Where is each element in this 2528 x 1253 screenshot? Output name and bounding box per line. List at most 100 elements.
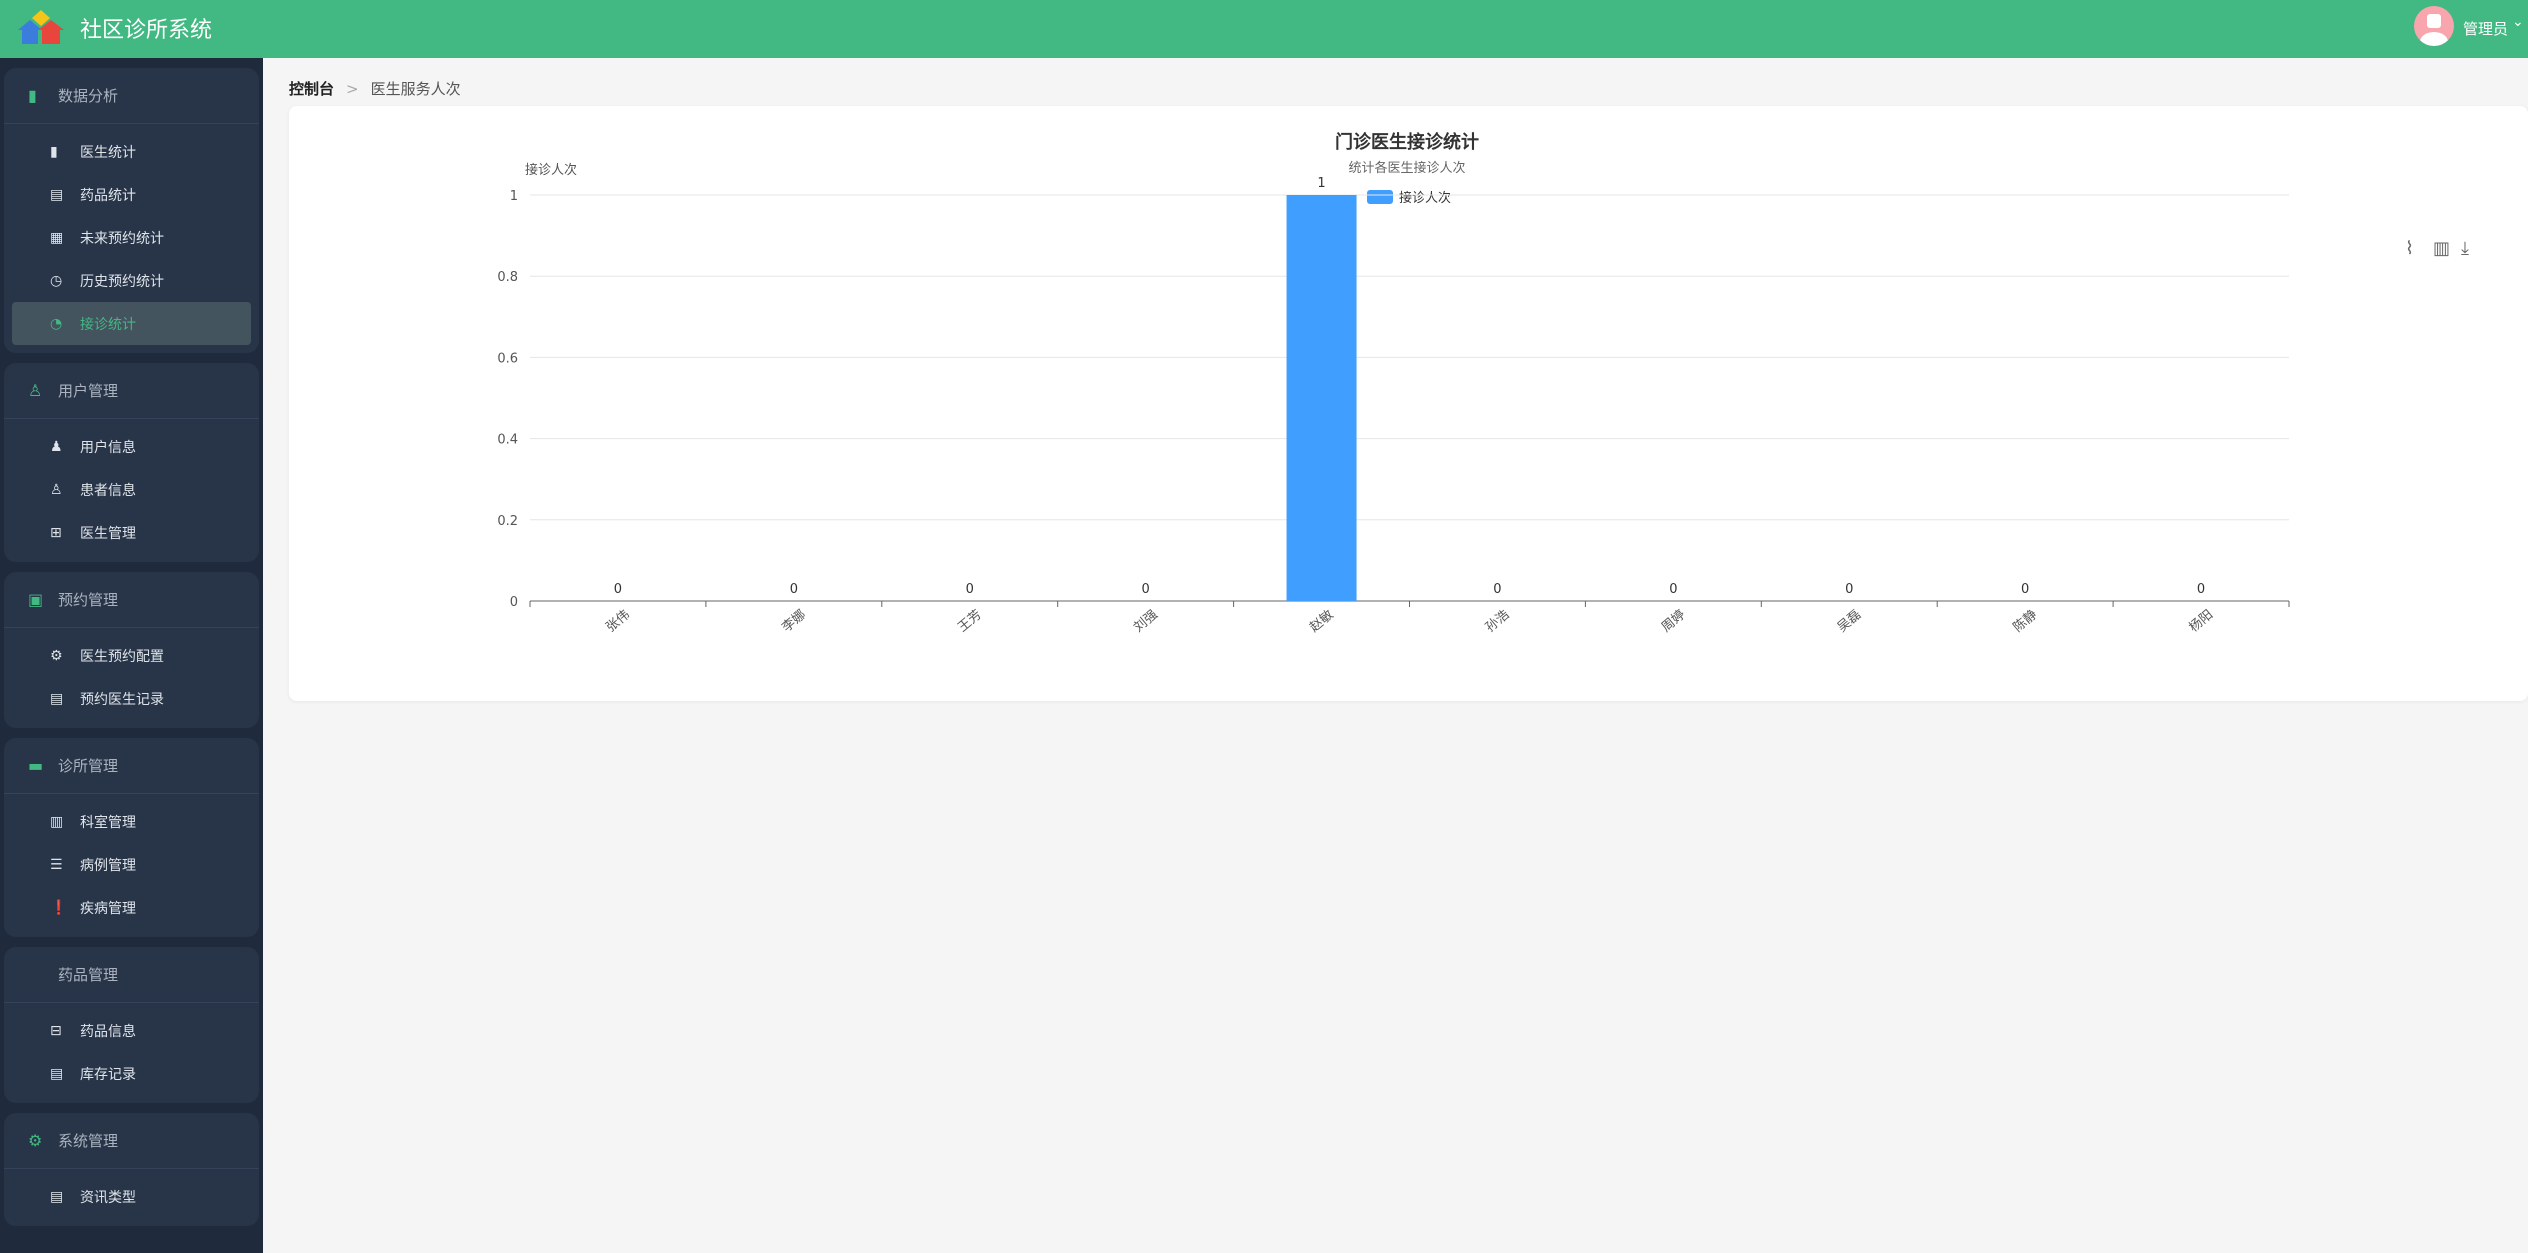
- menu-group: ♙ 用户管理 ♟ 用户信息 ♙ 患者信息 ⊞ 医生管理: [4, 363, 259, 562]
- sidebar-item-label: 资讯类型: [80, 1189, 136, 1206]
- sidebar-item[interactable]: ⊞ 医生管理: [12, 511, 251, 554]
- sidebar-item[interactable]: ▤ 药品统计: [12, 173, 251, 216]
- avatar[interactable]: [2414, 6, 2454, 46]
- sidebar-item[interactable]: ▮ 医生统计: [12, 130, 251, 173]
- menu-group-header[interactable]: ♙ 用户管理: [4, 363, 259, 419]
- line-icon[interactable]: ⌇: [2405, 238, 2414, 259]
- sidebar-item[interactable]: ▤ 预约医生记录: [12, 677, 251, 720]
- medical-kit-icon: ⊞: [50, 524, 62, 541]
- menu-group-label: 数据分析: [58, 87, 119, 105]
- sidebar-item[interactable]: ◔ 接诊统计: [12, 302, 251, 345]
- sidebar-item[interactable]: ♟ 用户信息: [12, 425, 251, 468]
- y-tick-label: 0.8: [497, 270, 518, 285]
- menu-group: ▮ 数据分析 ▮ 医生统计 ▤ 药品统计 ▦ 未来预约统计 ◷ 历史预约统计 ◔ 接诊统计: [4, 68, 259, 353]
- menu-group-label: 诊所管理: [58, 757, 119, 775]
- sidebar-item-label: 医生统计: [80, 144, 136, 161]
- menu-group-label: 系统管理: [58, 1132, 119, 1150]
- document-icon: ▤: [50, 1188, 64, 1205]
- x-tick-label: 吴磊: [1835, 607, 1865, 635]
- menu-group-header[interactable]: ▣ 预约管理: [4, 572, 259, 628]
- data-label: 0: [1493, 582, 1501, 597]
- monitor-icon: ▬: [28, 756, 44, 775]
- sidebar-item-label: 历史预约统计: [80, 273, 164, 290]
- x-tick-label: 刘强: [1131, 607, 1161, 635]
- clipboard-icon: ▣: [28, 590, 44, 609]
- menu-group-header[interactable]: 药品管理: [4, 947, 259, 1003]
- sidebar-item[interactable]: ☰ 病例管理: [12, 843, 251, 886]
- chart-card: 门诊医生接诊统计 统计各医生接诊人次 接诊人次 接诊人次 0 0.2 0.4 0.6 0.8 1 0…: [289, 106, 2528, 701]
- sidebar-item[interactable]: ▤ 库存记录: [12, 1052, 251, 1095]
- sidebar-item-label: 患者信息: [80, 482, 136, 499]
- y-axis-label: 接诊人次: [525, 162, 577, 178]
- sidebar-item[interactable]: ▤ 资讯类型: [12, 1175, 251, 1218]
- data-label: 0: [966, 582, 974, 597]
- sidebar-item[interactable]: ♙ 患者信息: [12, 468, 251, 511]
- x-tick-label: 张伟: [603, 607, 633, 635]
- sidebar-item[interactable]: ◷ 历史预约统计: [12, 259, 251, 302]
- sidebar-item[interactable]: ❗ 疾病管理: [12, 886, 251, 929]
- menu-group-label: 药品管理: [58, 966, 119, 984]
- top-header: 社区诊所系统 管理员 ⌄: [0, 0, 2528, 58]
- x-tick-label: 周婷: [1658, 607, 1688, 636]
- x-tick-label: 李娜: [779, 607, 809, 635]
- office-icon: ▥: [50, 813, 64, 830]
- menu-group: ▣ 预约管理 ⚙ 医生预约配置 ▤ 预约医生记录: [4, 572, 259, 728]
- user-icon: ♙: [28, 381, 43, 400]
- menu-group: ▬ 诊所管理 ▥ 科室管理 ☰ 病例管理 ❗ 疾病管理: [4, 738, 259, 937]
- y-tick-label: 0.6: [497, 351, 518, 366]
- data-label: 1: [1317, 176, 1325, 191]
- user-icon: ♙: [50, 481, 63, 498]
- chart-subtitle: 统计各医生接诊人次: [1348, 160, 1465, 176]
- box-icon: ⊟: [50, 1022, 62, 1039]
- menu-group: ⚙ 系统管理 ▤ 资讯类型: [4, 1113, 259, 1226]
- sidebar-item-label: 医生管理: [80, 525, 136, 542]
- x-tick-label: 杨阳: [2187, 607, 2217, 635]
- breadcrumb-root[interactable]: 控制台: [289, 80, 335, 98]
- sidebar-item-label: 接诊统计: [80, 316, 136, 333]
- document-icon: ▤: [50, 1065, 64, 1082]
- x-tick-label: 赵敏: [1307, 607, 1337, 635]
- chevron-down-icon[interactable]: ⌄: [2512, 14, 2524, 30]
- gear-icon: ⚙: [28, 1131, 43, 1150]
- sidebar-item[interactable]: ⚙ 医生预约配置: [12, 634, 251, 677]
- data-label: 0: [614, 582, 622, 597]
- y-tick-label: 0: [510, 595, 518, 610]
- x-tick-label: 孙浩: [1483, 607, 1513, 635]
- sidebar-item-label: 疾病管理: [80, 900, 136, 917]
- data-label: 0: [1669, 582, 1677, 597]
- user-filled-icon: ♟: [50, 438, 63, 455]
- sidebar-item-label: 科室管理: [80, 814, 136, 831]
- data-label: 0: [790, 582, 798, 597]
- sidebar-item[interactable]: ▦ 未来预约统计: [12, 216, 251, 259]
- calendar-icon: ▦: [50, 229, 64, 246]
- y-tick-label: 0.4: [497, 433, 518, 448]
- gear-icon: ⚙: [50, 647, 63, 664]
- clock-icon: ◷: [50, 272, 63, 289]
- data-label: 0: [2021, 582, 2029, 597]
- data-label: 0: [2197, 582, 2205, 597]
- menu-group-header[interactable]: ▬ 诊所管理: [4, 738, 259, 794]
- download-icon[interactable]: ⤓: [2461, 238, 2469, 259]
- sidebar-item[interactable]: ▥ 科室管理: [12, 800, 251, 843]
- sidebar-item-label: 药品信息: [80, 1023, 136, 1040]
- breadcrumb-current: 医生服务人次: [370, 80, 461, 98]
- data-label: 0: [1142, 582, 1150, 597]
- bar-icon[interactable]: ▥: [2433, 238, 2451, 259]
- data-label: 0: [1845, 582, 1853, 597]
- sidebar-item-label: 病例管理: [80, 857, 136, 874]
- sidebar-item[interactable]: ⊟ 药品信息: [12, 1009, 251, 1052]
- sidebar-item-label: 药品统计: [80, 187, 136, 204]
- menu-group-header[interactable]: ⚙ 系统管理: [4, 1113, 259, 1169]
- sidebar-item-label: 用户信息: [80, 439, 136, 456]
- legend-swatch: [1367, 190, 1393, 204]
- y-tick-label: 0.2: [497, 514, 518, 529]
- bar-chart: 门诊医生接诊统计统计各医生接诊人次接诊人次接诊人次00.20.40.60.810…: [497, 131, 2290, 636]
- app-title: 社区诊所系统: [80, 18, 213, 43]
- user-name[interactable]: 管理员: [2463, 20, 2509, 38]
- y-tick-label: 1: [510, 189, 518, 204]
- sidebar-item-label: 库存记录: [80, 1066, 136, 1083]
- bar-chart-icon: ▮: [28, 86, 37, 105]
- sidebar-item-label: 未来预约统计: [80, 230, 164, 247]
- menu-group-header[interactable]: ▮ 数据分析: [4, 68, 259, 124]
- x-tick-label: 王芳: [955, 607, 985, 635]
